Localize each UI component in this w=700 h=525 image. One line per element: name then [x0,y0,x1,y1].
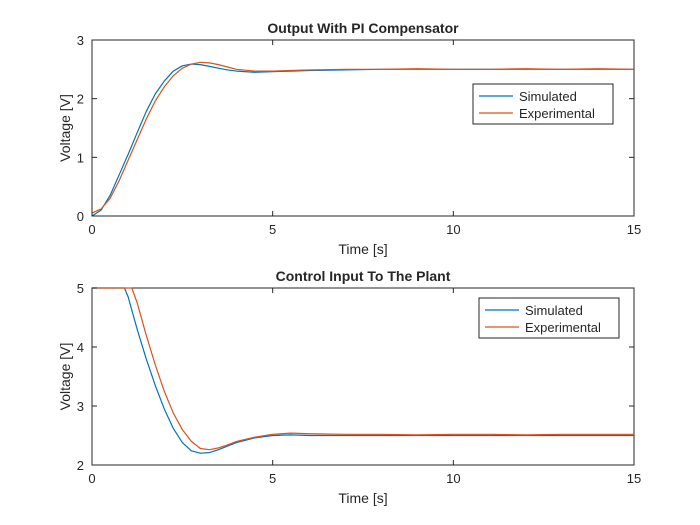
y-tick-label: 2 [77,458,84,473]
series-line-experimental [92,287,634,451]
x-tick-label: 10 [446,222,460,237]
legend-entry-simulated: Simulated [519,89,577,104]
y-tick-label: 4 [77,340,84,355]
x-axis-label: Time [s] [338,490,387,506]
chart-title: Control Input To The Plant [276,268,451,284]
y-tick-label: 1 [77,150,84,165]
legend-entry-experimental: Experimental [519,106,595,121]
y-tick-label: 5 [77,281,84,296]
x-tick-label: 15 [627,471,641,486]
x-tick-label: 5 [269,222,276,237]
legend-box [478,297,620,339]
y-tick-label: 3 [77,33,84,48]
legend-entry-simulated: Simulated [525,303,583,318]
x-tick-label: 0 [88,222,95,237]
y-tick-label: 2 [77,92,84,107]
y-tick-label: 0 [77,209,84,224]
y-axis-label: Voltage [V] [57,343,73,411]
series-line-simulated [92,287,634,454]
series-lines [92,287,634,454]
legend-entry-experimental: Experimental [525,320,601,335]
series-line-experimental [91,61,635,214]
series-lines [91,61,635,217]
subplot-2: 0 5 10 15 2 3 4 5 Control Input To The Plant Time… [57,268,641,506]
x-tick-label: 5 [269,471,276,486]
legend: Simulated Experimental [478,297,620,339]
y-axis-label: Voltage [V] [57,94,73,162]
axes-box [91,39,635,217]
x-tick-label: 15 [627,222,641,237]
legend-box [472,83,614,125]
x-tick-label: 0 [88,471,95,486]
y-tick-label: 3 [77,399,84,414]
x-tick-label: 10 [446,471,460,486]
x-axis-label: Time [s] [338,241,387,257]
chart-title: Output With PI Compensator [267,20,459,36]
plots: 0 5 10 15 0 1 2 3 Output With PI Compensator Time… [57,20,641,506]
legend: Simulated Experimental [472,83,614,125]
subplot-1: 0 5 10 15 0 1 2 3 Output With PI Compensator Time… [57,20,641,257]
